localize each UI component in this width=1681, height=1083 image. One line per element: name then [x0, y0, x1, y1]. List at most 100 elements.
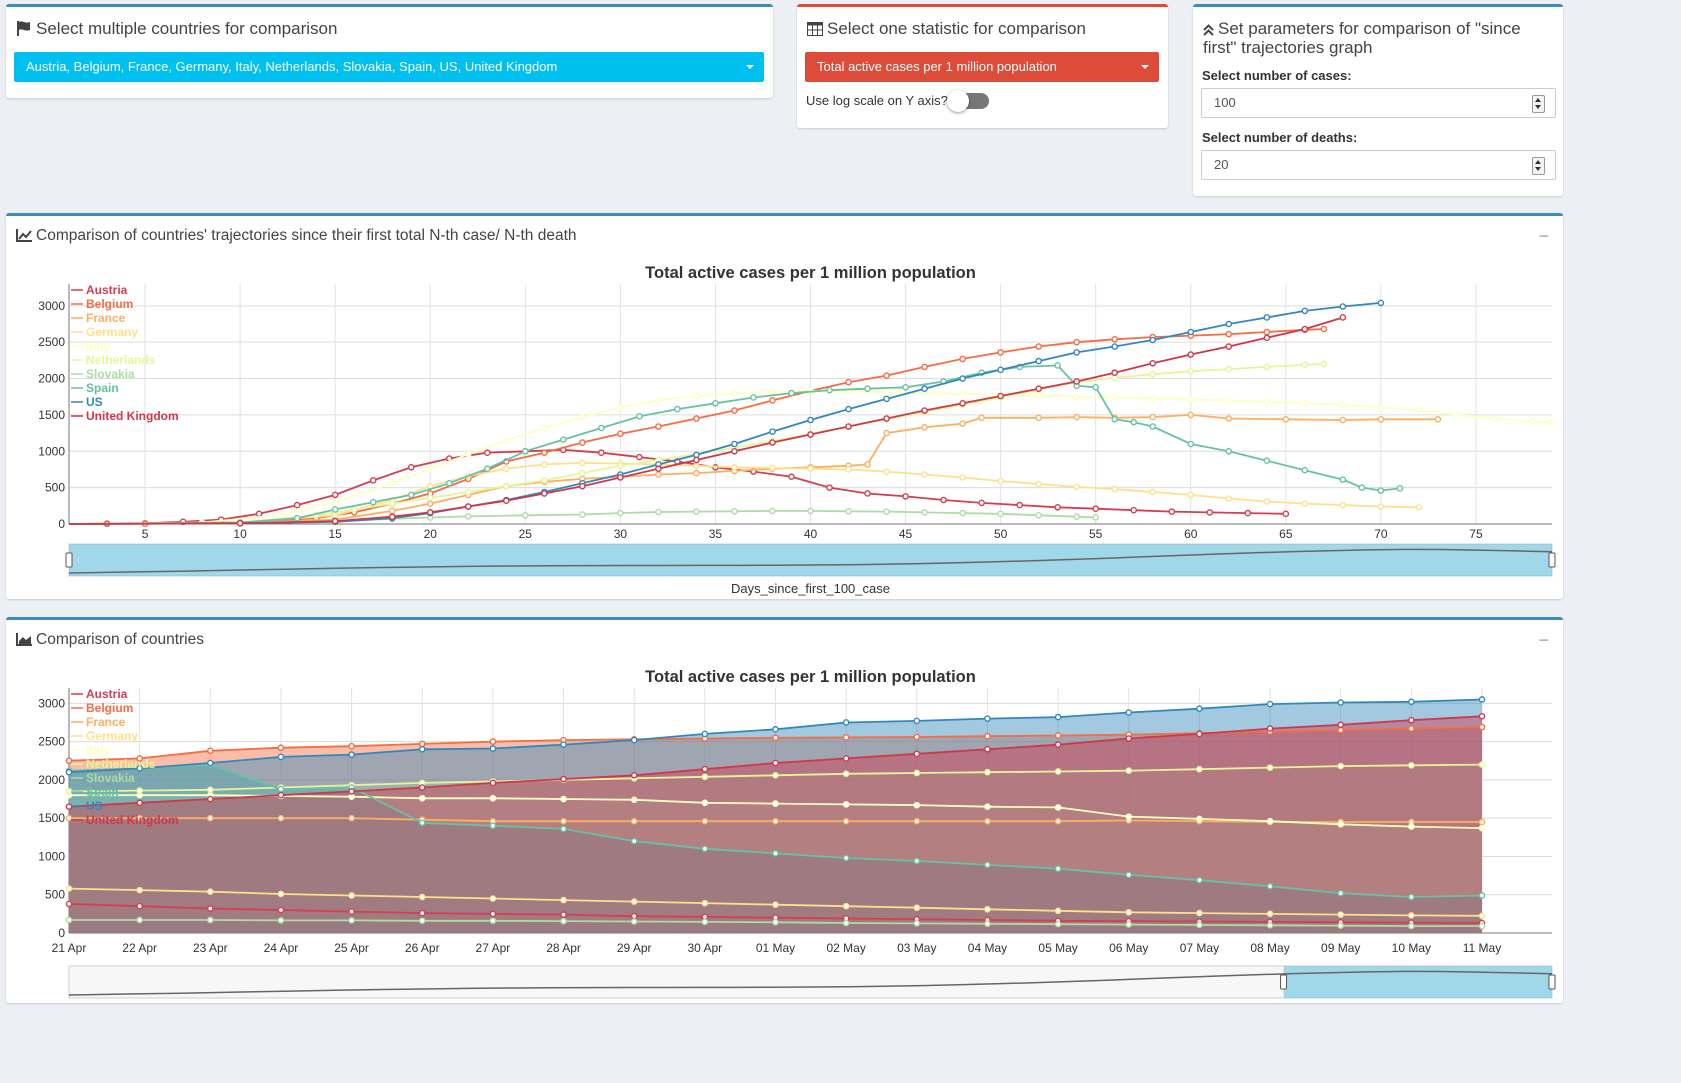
y-tick-label: 0 — [58, 926, 65, 940]
data-point-germany — [418, 893, 426, 901]
data-point-germany — [1377, 503, 1385, 510]
data-point-netherlands — [65, 788, 73, 795]
data-point-spain — [750, 394, 757, 401]
data-point-netherlands — [701, 773, 709, 781]
data-point-belgium — [769, 397, 776, 404]
data-point-us — [959, 375, 966, 382]
legend-item-germany: Germany — [86, 325, 138, 339]
data-point-us — [348, 751, 355, 758]
x-tick-label: 45 — [899, 527, 913, 541]
data-point-italy — [1529, 418, 1537, 425]
data-point-italy — [772, 800, 779, 807]
data-point-italy — [426, 465, 434, 473]
data-point-us — [489, 745, 497, 752]
statistic-select[interactable]: Total active cases per 1 million populat… — [805, 52, 1159, 82]
data-point-spain — [1092, 383, 1099, 391]
data-point-us — [1111, 343, 1119, 350]
data-point-france — [630, 817, 638, 825]
y-tick-label: 500 — [45, 888, 65, 902]
data-point-us — [630, 736, 638, 744]
data-point-belgium — [65, 757, 73, 765]
y-tick-label: 2500 — [38, 335, 65, 349]
y-tick-label: 0 — [58, 517, 65, 531]
data-point-belgium — [883, 372, 890, 379]
data-point-italy — [1125, 813, 1133, 820]
data-point-italy — [630, 796, 638, 804]
collapse-button[interactable]: − — [1538, 630, 1549, 650]
data-point-spain — [984, 861, 991, 869]
data-point-us — [1035, 357, 1042, 365]
deaths-stepper[interactable] — [1532, 157, 1545, 175]
series-area-france — [69, 818, 1482, 933]
data-point-spain — [712, 399, 719, 407]
data-point-austria — [826, 484, 833, 491]
data-point-spain — [1266, 882, 1274, 890]
data-point-spain — [864, 385, 871, 393]
data-point-austria — [136, 902, 143, 910]
data-point-spain — [1358, 484, 1366, 491]
data-point-united-kingdom — [921, 407, 928, 414]
data-point-italy — [541, 424, 548, 432]
x-tick-label: 21 Apr — [52, 941, 87, 955]
data-point-italy — [1453, 411, 1461, 419]
collapse-button[interactable]: − — [1538, 226, 1549, 246]
chart-title: Total active cases per 1 million populat… — [645, 668, 976, 686]
data-point-germany — [1054, 907, 1062, 915]
data-point-austria — [630, 912, 638, 920]
legend-item-netherlands: Netherlands — [86, 353, 156, 367]
data-point-austria — [1054, 503, 1061, 511]
trajectory-chart: Total active cases per 1 million populat… — [38, 264, 1556, 596]
data-point-italy — [1301, 399, 1309, 407]
data-point-netherlands — [1408, 762, 1415, 769]
countries-select[interactable]: Austria, Belgium, France, Germany, Italy… — [14, 52, 764, 82]
data-point-germany — [693, 462, 700, 470]
x-tick-label: 29 Apr — [617, 941, 652, 955]
data-point-slovakia — [845, 507, 852, 515]
data-point-slovakia — [348, 917, 355, 924]
data-point-us — [560, 741, 567, 748]
data-point-netherlands — [541, 477, 548, 484]
legend-item-united-kingdom: United Kingdom — [86, 409, 179, 423]
series-line-france — [68, 413, 1438, 525]
data-point-united-kingdom — [807, 431, 814, 438]
deaths-label: Select number of deaths: — [1202, 130, 1358, 145]
data-point-italy — [1225, 397, 1233, 404]
data-point-netherlands — [1054, 768, 1062, 775]
data-point-united-kingdom — [489, 779, 497, 787]
data-point-spain — [1130, 418, 1138, 426]
comparison-box-header: Comparison of countries — [16, 630, 204, 649]
data-point-united-kingdom — [1478, 713, 1486, 720]
data-point-italy — [464, 450, 472, 458]
x-tick-label: 26 Apr — [405, 941, 440, 955]
data-point-france — [1187, 411, 1195, 419]
data-point-united-kingdom — [997, 392, 1004, 400]
table-icon — [807, 22, 823, 36]
legend-item-spain: Spain — [86, 381, 119, 395]
data-point-united-kingdom — [772, 759, 779, 767]
cases-stepper[interactable] — [1532, 95, 1545, 113]
data-point-italy — [388, 479, 396, 487]
data-point-germany — [1266, 910, 1274, 918]
y-tick-label: 2000 — [38, 372, 65, 386]
data-point-us — [921, 385, 928, 393]
data-point-spain — [1125, 871, 1133, 879]
range-handle — [1548, 552, 1556, 568]
data-point-netherlands — [206, 786, 214, 794]
x-tick-label: 35 — [709, 527, 723, 541]
data-point-france — [1478, 818, 1486, 826]
data-point-united-kingdom — [236, 519, 244, 527]
log-scale-toggle[interactable] — [947, 90, 989, 112]
data-point-united-kingdom — [769, 439, 776, 446]
data-point-germany — [1111, 485, 1119, 493]
data-point-netherlands — [579, 469, 586, 477]
data-point-united-kingdom — [388, 513, 396, 521]
data-point-spain — [636, 413, 643, 420]
data-point-italy — [1035, 391, 1042, 399]
x-tick-label: 20 — [424, 527, 438, 541]
data-point-slovakia — [842, 919, 850, 927]
data-point-italy — [560, 795, 567, 803]
series-line-belgium — [68, 328, 1324, 525]
cases-input[interactable]: 100 — [1201, 88, 1556, 118]
deaths-input[interactable]: 20 — [1201, 150, 1556, 180]
data-point-spain — [418, 819, 426, 827]
